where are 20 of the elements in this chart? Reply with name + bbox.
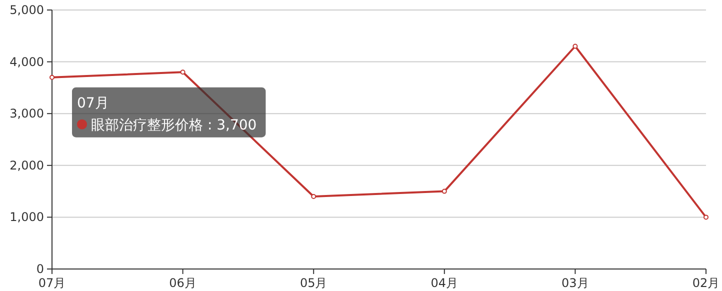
x-tick-label: 02月 [692, 276, 720, 290]
point [572, 44, 578, 49]
y-tick-label: 4,000 [10, 54, 44, 69]
category-label: 07月 [77, 95, 109, 112]
x-tick-label: 06月 [169, 276, 196, 290]
point [704, 214, 708, 220]
point [50, 74, 54, 80]
point [311, 194, 316, 199]
y-tick-label: 0 [36, 262, 44, 276]
x-tick-label: 04月 [430, 276, 458, 290]
x-tick-label: 07月 [38, 276, 66, 290]
point [442, 188, 447, 194]
text: 眼部治疗整形价格 : 3,700 [91, 117, 257, 134]
y-tick-label: 5,000 [10, 3, 44, 17]
x-tick-label: 05月 [300, 276, 328, 290]
y-tick-label: 2,000 [10, 158, 44, 172]
y-tick-label: 1,000 [10, 210, 44, 224]
x-tick-label: 03月 [562, 276, 589, 290]
point [180, 70, 186, 75]
y-tick-label: 3,000 [10, 106, 44, 121]
